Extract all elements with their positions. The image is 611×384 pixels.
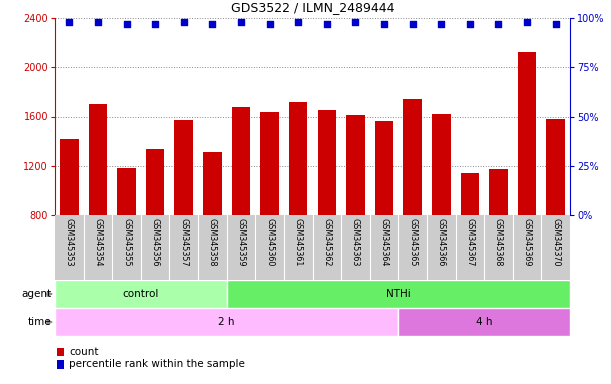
Text: GSM345357: GSM345357	[179, 218, 188, 267]
Text: GDS3522 / ILMN_2489444: GDS3522 / ILMN_2489444	[231, 1, 394, 14]
Point	[551, 21, 560, 27]
Point	[293, 19, 303, 25]
Text: GSM345359: GSM345359	[236, 218, 246, 267]
Point	[265, 21, 274, 27]
Point	[179, 19, 189, 25]
Bar	[403, 99, 422, 313]
Bar	[546, 119, 565, 313]
Point	[379, 21, 389, 27]
Bar	[398, 308, 570, 336]
Point	[93, 19, 103, 25]
Text: GSM345368: GSM345368	[494, 218, 503, 266]
Bar	[203, 152, 222, 313]
Text: GSM345356: GSM345356	[151, 218, 159, 267]
Bar	[489, 169, 508, 313]
Text: GSM345364: GSM345364	[379, 218, 389, 266]
Bar	[518, 53, 536, 313]
Text: GSM345353: GSM345353	[65, 218, 74, 267]
Text: GSM345355: GSM345355	[122, 218, 131, 267]
Point	[494, 21, 503, 27]
Text: 4 h: 4 h	[476, 317, 492, 327]
Text: control: control	[123, 289, 159, 299]
Text: GSM345365: GSM345365	[408, 218, 417, 267]
Point	[64, 19, 74, 25]
Bar	[289, 102, 307, 313]
Text: 2 h: 2 h	[218, 317, 235, 327]
Text: NTHi: NTHi	[386, 289, 411, 299]
Text: GSM345361: GSM345361	[294, 218, 302, 266]
Text: GSM345369: GSM345369	[522, 218, 532, 267]
Bar	[432, 114, 450, 313]
Bar	[175, 120, 193, 313]
Point	[150, 21, 160, 27]
Text: agent: agent	[21, 289, 51, 299]
Bar	[260, 112, 279, 313]
Point	[322, 21, 332, 27]
Bar	[117, 168, 136, 313]
Bar	[461, 173, 479, 313]
Text: count: count	[69, 347, 99, 357]
Text: GSM345360: GSM345360	[265, 218, 274, 266]
Bar	[55, 308, 398, 336]
Point	[208, 21, 218, 27]
Text: GSM345363: GSM345363	[351, 218, 360, 266]
Point	[465, 21, 475, 27]
Point	[122, 21, 131, 27]
Point	[351, 19, 360, 25]
Text: GSM345362: GSM345362	[323, 218, 331, 267]
Point	[236, 19, 246, 25]
Text: GSM345367: GSM345367	[466, 218, 474, 267]
Text: time: time	[27, 317, 51, 327]
Bar	[232, 107, 251, 313]
Bar	[89, 104, 107, 313]
Bar	[55, 280, 227, 308]
Point	[408, 21, 417, 27]
Text: GSM345366: GSM345366	[437, 218, 446, 266]
Text: GSM345354: GSM345354	[93, 218, 103, 267]
Point	[522, 19, 532, 25]
Bar	[346, 115, 365, 313]
Point	[436, 21, 446, 27]
Bar	[60, 139, 79, 313]
Bar	[146, 149, 164, 313]
Bar	[318, 110, 336, 313]
Bar	[227, 280, 570, 308]
Text: GSM345370: GSM345370	[551, 218, 560, 267]
Bar	[375, 121, 393, 313]
Text: GSM345358: GSM345358	[208, 218, 217, 267]
Text: percentile rank within the sample: percentile rank within the sample	[69, 359, 245, 369]
